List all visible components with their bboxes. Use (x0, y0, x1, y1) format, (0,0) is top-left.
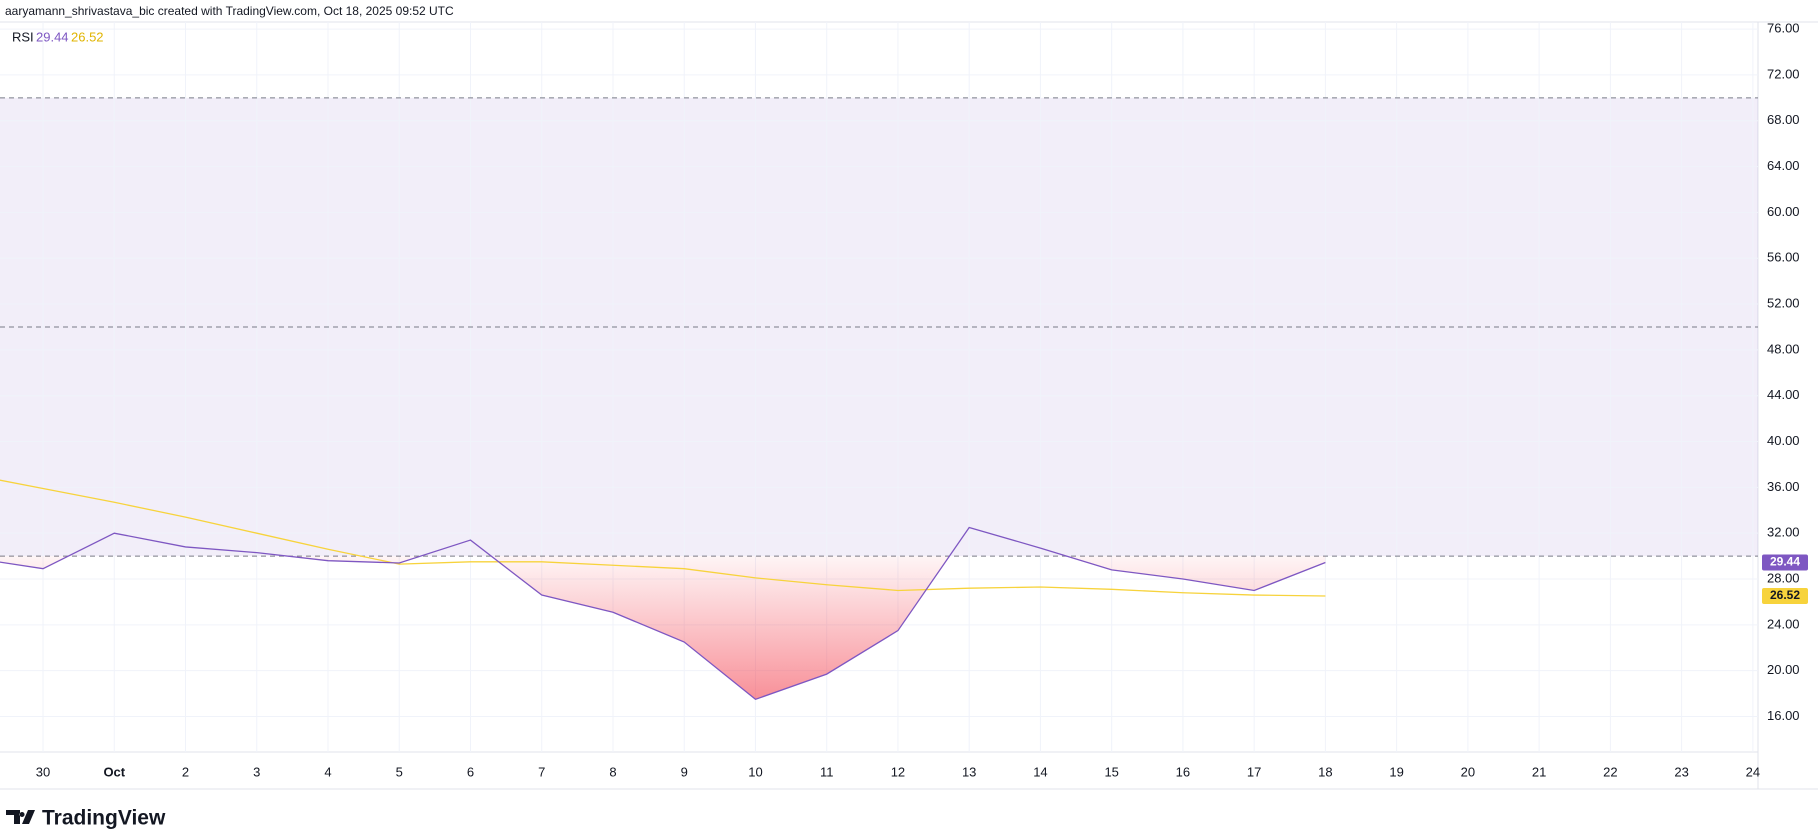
x-tick-label: 5 (396, 764, 403, 779)
legend: RSI 29.44 26.52 (12, 29, 104, 44)
legend-label: RSI (12, 29, 34, 44)
y-tick-label: 76.00 (1767, 21, 1800, 36)
x-tick-label: 10 (748, 764, 762, 779)
x-tick-label: 21 (1532, 764, 1546, 779)
y-tick-label: 56.00 (1767, 250, 1800, 265)
logo-icon (6, 810, 35, 824)
y-tick-label: 40.00 (1767, 433, 1800, 448)
x-tick-label: 14 (1033, 764, 1047, 779)
x-tick-label: 20 (1461, 764, 1475, 779)
x-tick-label: 15 (1104, 764, 1118, 779)
y-tick-label: 68.00 (1767, 112, 1800, 127)
rsi-band (0, 97, 1758, 557)
logo: TradingView (6, 807, 166, 830)
y-tick-label: 16.00 (1767, 708, 1800, 723)
x-tick-label: 8 (609, 764, 616, 779)
x-tick-label: 6 (467, 764, 474, 779)
price-tag-label: 26.52 (1770, 588, 1800, 602)
x-tick-label: 12 (891, 764, 905, 779)
y-tick-label: 24.00 (1767, 616, 1800, 631)
x-tick-label: 11 (820, 764, 834, 779)
y-tick-label: 36.00 (1767, 479, 1800, 494)
y-tick-label: 52.00 (1767, 295, 1800, 310)
x-tick-label: 30 (36, 764, 50, 779)
oversold-fill (0, 556, 1326, 700)
x-tick-label: 18 (1318, 764, 1332, 779)
legend-value: 26.52 (71, 29, 104, 44)
y-tick-label: 28.00 (1767, 570, 1800, 585)
price-tag (1762, 554, 1808, 571)
header: aaryamann_shrivastava_bic created with T… (5, 4, 454, 18)
series-line (0, 479, 1326, 597)
x-tick-label: Oct (103, 764, 125, 779)
x-tick-label: 24 (1746, 764, 1760, 779)
x-tick-label: 2 (182, 764, 189, 779)
x-tick-label: 19 (1389, 764, 1403, 779)
y-tick-label: 60.00 (1767, 204, 1800, 219)
plot (0, 22, 1758, 752)
price-tag-label: 29.44 (1770, 555, 1800, 569)
axes: 16.00 20.00 24.00 28.00 32.00 36.00 40.00 44.00… (36, 21, 1808, 779)
price-tag (1762, 587, 1808, 604)
y-tick-label: 20.00 (1767, 662, 1800, 677)
legend-value: 29.44 (36, 29, 69, 44)
series-line (0, 526, 1326, 701)
brand: TradingView (42, 807, 166, 830)
y-tick-label: 72.00 (1767, 66, 1800, 81)
x-tick-label: 13 (962, 764, 976, 779)
x-tick-label: 4 (324, 764, 331, 779)
x-tick-label: 23 (1674, 764, 1688, 779)
y-tick-label: 44.00 (1767, 387, 1800, 402)
y-tick-label: 32.00 (1767, 525, 1800, 540)
x-tick-label: 3 (253, 764, 260, 779)
y-tick-label: 64.00 (1767, 158, 1800, 173)
x-tick-label: 9 (681, 764, 688, 779)
x-tick-label: 7 (538, 764, 545, 779)
y-tick-label: 48.00 (1767, 341, 1800, 356)
x-tick-label: 16 (1176, 764, 1190, 779)
x-tick-label: 22 (1603, 764, 1617, 779)
x-tick-label: 17 (1247, 764, 1261, 779)
